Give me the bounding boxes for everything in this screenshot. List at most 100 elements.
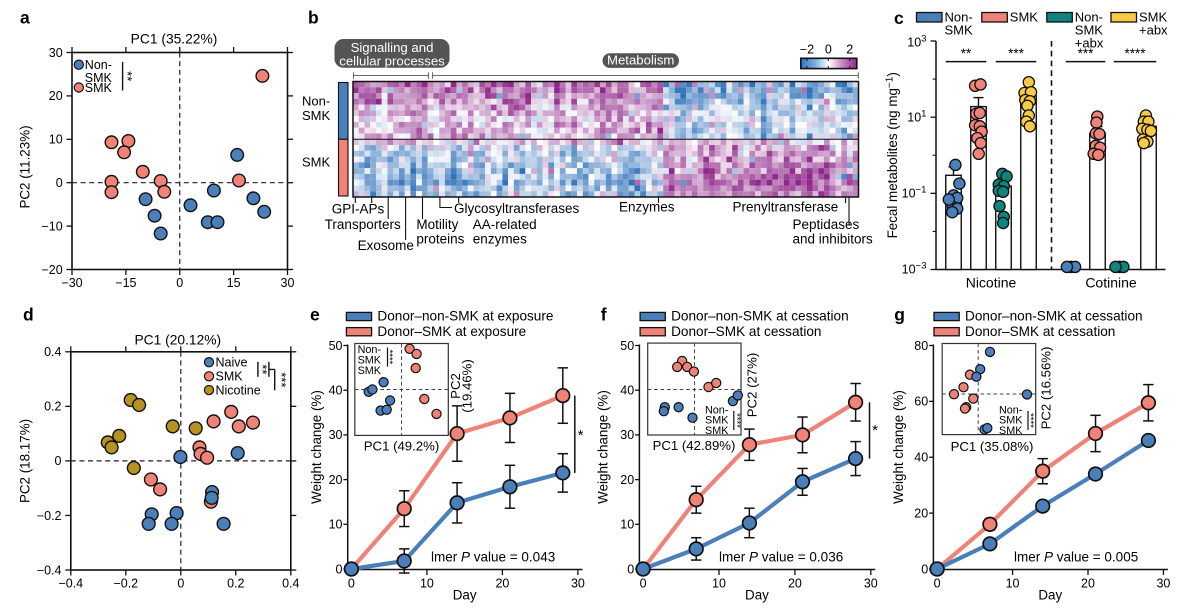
svg-text:Motility: Motility [416, 217, 458, 232]
svg-text:40: 40 [914, 451, 928, 465]
svg-text:lmer P value = 0.036: lmer P value = 0.036 [719, 550, 843, 565]
svg-text:Nicotine: Nicotine [966, 275, 1017, 291]
svg-text:0: 0 [176, 276, 183, 290]
svg-text:PC2 (27%): PC2 (27%) [745, 353, 760, 418]
svg-text:***: *** [1008, 46, 1025, 61]
svg-text:PC2 (18.17%): PC2 (18.17%) [18, 419, 33, 503]
svg-text:Transporters: Transporters [325, 217, 401, 232]
svg-text:Nicotine: Nicotine [216, 383, 261, 397]
svg-text:Fecal metabolites (ng mg−1): Fecal metabolites (ng mg−1) [885, 72, 901, 238]
svg-text:20: 20 [329, 473, 343, 487]
svg-text:−30: −30 [61, 276, 82, 290]
svg-text:80: 80 [914, 339, 928, 353]
svg-text:−0.2: −0.2 [113, 577, 138, 591]
svg-text:SMK: SMK [302, 108, 331, 123]
svg-text:SMK: SMK [1010, 10, 1039, 25]
svg-text:SMK: SMK [302, 154, 331, 169]
svg-text:0: 0 [825, 43, 832, 57]
svg-text:0: 0 [921, 562, 928, 576]
svg-text:e: e [310, 305, 320, 325]
svg-text:SMK: SMK [1139, 10, 1168, 25]
svg-text:***: *** [274, 372, 289, 387]
svg-text:Metabolism: Metabolism [607, 53, 674, 68]
svg-text:Donor–non-SMK at cessation: Donor–non-SMK at cessation [965, 309, 1143, 324]
svg-text:0: 0 [934, 577, 941, 591]
svg-text:60: 60 [914, 395, 928, 409]
svg-text:****: **** [1125, 46, 1147, 61]
svg-text:Non-: Non- [358, 344, 382, 356]
svg-text:and inhibitors: and inhibitors [793, 232, 874, 247]
svg-text:SMK: SMK [85, 71, 113, 85]
svg-text:10: 10 [1006, 577, 1020, 591]
svg-text:Non-: Non- [999, 404, 1023, 416]
svg-text:Naive: Naive [216, 356, 248, 370]
svg-text:Signalling and: Signalling and [351, 40, 434, 55]
svg-text:Enzymes: Enzymes [619, 200, 675, 215]
svg-text:30: 30 [864, 577, 878, 591]
svg-text:0: 0 [56, 176, 63, 190]
svg-text:Prenyltransferase: Prenyltransferase [732, 200, 838, 215]
svg-text:GPI-APs: GPI-APs [332, 202, 385, 217]
svg-text:PC1 (49.2%): PC1 (49.2%) [364, 439, 440, 454]
svg-text:30: 30 [620, 428, 634, 442]
svg-text:SMK: SMK [999, 415, 1023, 427]
svg-text:SMK: SMK [945, 23, 974, 38]
svg-text:SMK: SMK [358, 354, 382, 366]
svg-text:0.2: 0.2 [227, 577, 244, 591]
svg-text:−0.2: −0.2 [37, 509, 62, 523]
svg-text:Weight change (%): Weight change (%) [891, 390, 906, 504]
svg-text:2: 2 [846, 43, 853, 57]
svg-text:PC1 (20.12%): PC1 (20.12%) [134, 332, 221, 347]
svg-text:30: 30 [281, 276, 295, 290]
svg-text:10: 10 [620, 518, 634, 532]
svg-text:*: * [872, 422, 878, 439]
svg-text:lmer P value = 0.005: lmer P value = 0.005 [1014, 550, 1138, 565]
svg-text:SMK: SMK [358, 365, 382, 377]
svg-text:c: c [894, 8, 904, 28]
svg-text:20: 20 [495, 577, 509, 591]
svg-text:Non-: Non- [945, 10, 973, 25]
svg-text:0: 0 [55, 454, 62, 468]
svg-text:SMK: SMK [216, 370, 244, 384]
svg-text:10: 10 [420, 577, 434, 591]
svg-text:20: 20 [914, 506, 928, 520]
svg-text:0.2: 0.2 [44, 400, 61, 414]
svg-text:proteins: proteins [416, 232, 464, 247]
svg-text:Donor–SMK at cessation: Donor–SMK at cessation [671, 324, 821, 339]
svg-text:40: 40 [329, 384, 343, 398]
svg-text:30: 30 [329, 428, 343, 442]
svg-text:0: 0 [627, 562, 634, 576]
svg-text:Day: Day [745, 588, 769, 603]
svg-text:Donor–non-SMK at exposure: Donor–non-SMK at exposure [377, 309, 553, 324]
svg-text:Donor–non-SMK at cessation: Donor–non-SMK at cessation [671, 309, 849, 324]
svg-text:Cotinine: Cotinine [1085, 275, 1137, 291]
svg-text:**: ** [120, 71, 135, 81]
svg-text:30: 30 [49, 46, 63, 60]
svg-text:Day: Day [1038, 588, 1062, 603]
svg-text:SMK: SMK [85, 81, 113, 95]
svg-text:50: 50 [620, 339, 634, 353]
svg-text:20: 20 [788, 577, 802, 591]
svg-text:0: 0 [177, 577, 184, 591]
svg-text:****: **** [731, 413, 742, 428]
svg-text:Non-: Non- [302, 93, 330, 108]
svg-text:50: 50 [329, 339, 343, 353]
svg-text:0: 0 [336, 562, 343, 576]
svg-text:PC1 (35.22%): PC1 (35.22%) [131, 32, 218, 47]
svg-text:***: *** [1078, 46, 1095, 61]
svg-text:Non-: Non- [85, 58, 112, 72]
svg-text:a: a [20, 8, 30, 28]
svg-text:Glycosyltransferases: Glycosyltransferases [454, 201, 580, 216]
svg-text:b: b [308, 8, 319, 28]
svg-text:−10: −10 [41, 219, 62, 233]
svg-text:Peptidases: Peptidases [793, 217, 860, 232]
svg-text:cellular processes: cellular processes [339, 53, 445, 68]
svg-text:−15: −15 [115, 276, 136, 290]
svg-text:****: **** [1025, 413, 1036, 428]
svg-text:−0.4: −0.4 [37, 563, 62, 577]
svg-text:f: f [601, 305, 607, 325]
svg-text:40: 40 [620, 384, 634, 398]
svg-text:+abx: +abx [1139, 23, 1168, 38]
svg-text:SMK: SMK [999, 425, 1023, 437]
svg-text:−20: −20 [41, 263, 62, 277]
